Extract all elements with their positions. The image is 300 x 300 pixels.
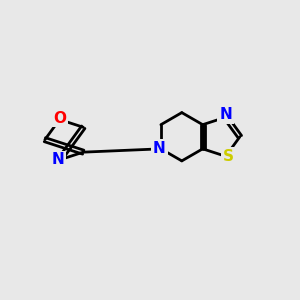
Text: S: S [223,149,234,164]
Text: O: O [53,111,66,126]
Text: N: N [52,152,64,167]
Text: N: N [219,107,232,122]
Text: N: N [153,141,166,156]
